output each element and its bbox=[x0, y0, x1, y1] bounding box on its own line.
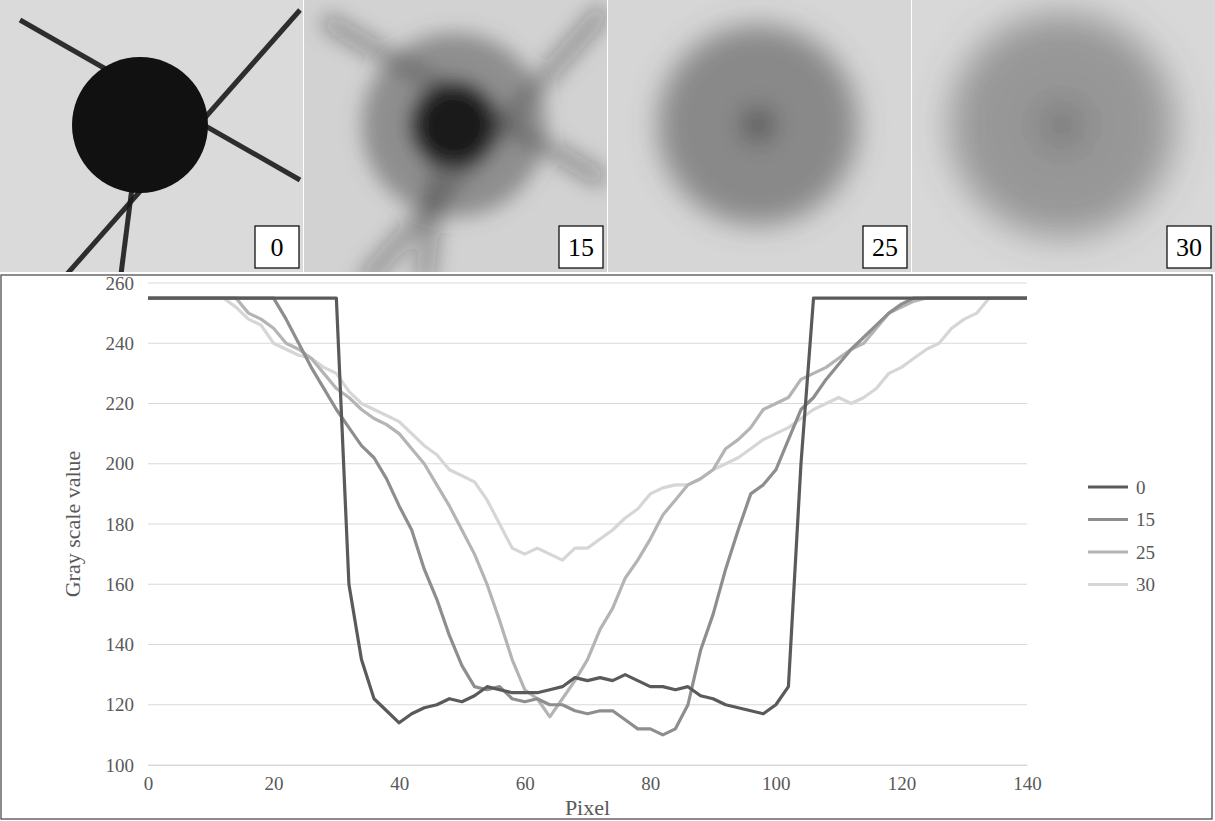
photo-panel bbox=[912, 0, 1215, 272]
photo-halo bbox=[950, 13, 1174, 237]
photo-label: 30 bbox=[1176, 233, 1202, 262]
y-tick: 200 bbox=[106, 453, 149, 474]
x-axis: 0 20 40 60 80 100 120 140 bbox=[144, 765, 1042, 794]
photo-panel bbox=[608, 0, 911, 272]
y-tick: 160 bbox=[106, 574, 149, 595]
legend-label: 0 bbox=[1136, 477, 1146, 498]
x-tick-label: 140 bbox=[1013, 773, 1042, 794]
photo-halo bbox=[362, 33, 546, 217]
x-tick-label: 0 bbox=[144, 773, 154, 794]
photo-core bbox=[412, 83, 496, 167]
grid-line bbox=[148, 644, 1027, 645]
plot-area bbox=[148, 298, 1027, 735]
photo-background bbox=[608, 0, 911, 272]
y-tick-label: 100 bbox=[106, 755, 135, 776]
x-tick: 60 bbox=[516, 765, 535, 794]
x-tick: 40 bbox=[390, 765, 409, 794]
y-tick-label: 260 bbox=[106, 273, 135, 294]
legend-label: 15 bbox=[1136, 509, 1155, 530]
y-tick-label: 120 bbox=[106, 694, 135, 715]
y-tick: 240 bbox=[106, 333, 149, 354]
photo-core bbox=[1040, 103, 1084, 147]
photo-label-box bbox=[559, 226, 603, 268]
photo-wire bbox=[60, 10, 300, 272]
y-tick-label: 160 bbox=[106, 574, 135, 595]
photo-content bbox=[324, 10, 604, 272]
y-tick: 180 bbox=[106, 514, 149, 535]
legend-label: 30 bbox=[1136, 574, 1155, 595]
photo-background bbox=[0, 0, 303, 272]
photo-core bbox=[746, 113, 770, 137]
grid bbox=[148, 283, 1027, 765]
x-tick: 20 bbox=[265, 765, 284, 794]
grid-line bbox=[148, 403, 1027, 404]
grid-line bbox=[148, 704, 1027, 705]
grid-line bbox=[148, 283, 1027, 284]
x-tick-label: 100 bbox=[762, 773, 791, 794]
legend-swatch bbox=[1088, 485, 1128, 488]
photo-panel bbox=[0, 0, 303, 272]
x-tick: 100 bbox=[762, 765, 791, 794]
grid-line bbox=[148, 463, 1027, 464]
x-tick: 80 bbox=[641, 765, 660, 794]
chart-frame bbox=[1, 275, 1212, 819]
x-tick-label: 40 bbox=[390, 773, 409, 794]
y-axis: 100 120 140 160 180 200 220 240 260 bbox=[106, 273, 149, 776]
figure: 0 15 25 30 0 20 40 60 80 100 120 140 100 120 140 160 180… bbox=[0, 0, 1215, 821]
series-line bbox=[148, 298, 1027, 717]
grid-line bbox=[148, 524, 1027, 525]
legend-swatch bbox=[1088, 550, 1128, 553]
photo-content bbox=[950, 13, 1174, 237]
series-line bbox=[148, 298, 1027, 723]
photo-content bbox=[20, 10, 300, 272]
grid-line bbox=[148, 584, 1027, 585]
x-tick-label: 20 bbox=[265, 773, 284, 794]
series-line bbox=[148, 298, 1027, 735]
x-tick: 140 bbox=[1013, 765, 1042, 794]
photo-label: 25 bbox=[872, 233, 898, 262]
y-tick-label: 140 bbox=[106, 634, 135, 655]
y-tick: 260 bbox=[106, 273, 149, 294]
y-tick: 220 bbox=[106, 393, 149, 414]
y-tick-label: 220 bbox=[106, 393, 135, 414]
y-tick-label: 200 bbox=[106, 453, 135, 474]
y-tick: 140 bbox=[106, 634, 149, 655]
grid-line bbox=[148, 765, 1027, 766]
x-axis-title: Pixel bbox=[565, 795, 610, 820]
x-axis-line bbox=[149, 765, 1028, 766]
x-tick: 0 bbox=[144, 765, 154, 794]
x-tick-label: 60 bbox=[516, 773, 535, 794]
photo-background bbox=[912, 0, 1215, 272]
photo-core bbox=[72, 57, 208, 193]
y-tick-label: 180 bbox=[106, 514, 135, 535]
grid-line bbox=[148, 343, 1027, 344]
legend: 0 15 25 30 bbox=[1088, 477, 1155, 596]
legend-swatch bbox=[1088, 583, 1128, 586]
y-tick: 120 bbox=[106, 694, 149, 715]
photo-label-box bbox=[863, 226, 907, 268]
photo-background bbox=[304, 0, 607, 272]
y-axis-title: Gray scale value bbox=[60, 451, 85, 598]
photo-content bbox=[658, 25, 858, 225]
photo-label-box bbox=[1167, 226, 1211, 268]
legend-swatch bbox=[1088, 518, 1128, 521]
x-tick-label: 120 bbox=[888, 773, 917, 794]
x-tick: 120 bbox=[888, 765, 917, 794]
x-tick-label: 80 bbox=[641, 773, 660, 794]
photo-label: 0 bbox=[271, 233, 284, 262]
legend-label: 25 bbox=[1136, 542, 1155, 563]
photo-label: 15 bbox=[568, 233, 594, 262]
photo-label-box bbox=[255, 226, 299, 268]
y-tick: 100 bbox=[106, 755, 149, 776]
y-tick-label: 240 bbox=[106, 333, 135, 354]
photo-panel bbox=[304, 0, 607, 272]
y-axis-line bbox=[148, 284, 149, 766]
photo-halo bbox=[658, 25, 858, 225]
